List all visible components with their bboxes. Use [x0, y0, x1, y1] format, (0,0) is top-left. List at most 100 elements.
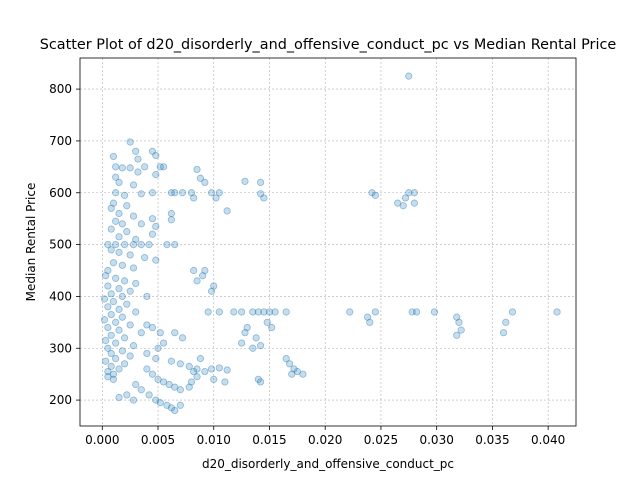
data-point: [167, 357, 175, 365]
y-tick-label: 500: [49, 238, 72, 252]
data-point: [112, 355, 120, 363]
data-point: [271, 308, 279, 316]
data-point: [430, 308, 439, 316]
data-point: [176, 401, 184, 409]
data-point: [171, 406, 179, 415]
data-point: [178, 189, 187, 197]
data-point: [268, 323, 276, 332]
data-point: [109, 375, 118, 383]
data-point: [185, 362, 193, 370]
data-point: [123, 300, 131, 308]
data-point: [104, 373, 112, 381]
data-point: [171, 189, 179, 197]
data-point: [193, 165, 201, 174]
data-point: [159, 163, 168, 171]
data-point: [371, 191, 379, 199]
chart-title: Scatter Plot of d20_disorderly_and_offen…: [40, 37, 617, 53]
data-point: [148, 370, 157, 378]
data-point: [154, 344, 162, 352]
data-point: [199, 272, 207, 280]
y-tick-label: 200: [49, 393, 72, 407]
data-point: [201, 266, 209, 275]
data-point: [171, 240, 179, 249]
data-point: [104, 282, 112, 290]
data-point: [109, 152, 118, 161]
data-point: [112, 274, 120, 282]
data-point: [167, 209, 175, 218]
x-tick-label: 0.020: [308, 433, 342, 447]
data-point: [104, 323, 112, 332]
y-tick-label: 300: [49, 341, 72, 355]
data-point: [141, 163, 149, 171]
data-point: [190, 266, 198, 275]
data-point: [134, 168, 142, 176]
data-point: [143, 292, 151, 301]
data-point: [193, 365, 201, 373]
data-point: [112, 240, 120, 249]
data-point: [115, 393, 123, 402]
data-point: [148, 147, 157, 155]
data-point: [230, 308, 238, 316]
data-point: [132, 380, 140, 389]
data-point: [413, 308, 421, 316]
data-point: [405, 72, 413, 80]
y-axis-label: Median Rental Price: [24, 183, 38, 302]
data-point: [132, 147, 140, 155]
data-point: [156, 399, 164, 407]
data-point: [241, 177, 249, 185]
data-point: [123, 391, 131, 399]
data-point: [256, 378, 265, 386]
x-tick-label: 0.025: [364, 433, 398, 447]
data-point: [254, 375, 262, 383]
data-point: [120, 277, 129, 285]
data-point: [363, 313, 372, 321]
data-point: [104, 266, 112, 275]
data-point: [187, 378, 196, 386]
data-point: [178, 334, 187, 342]
data-point: [115, 178, 123, 186]
plot-frame: [79, 57, 577, 427]
data-point: [120, 334, 129, 342]
data-point: [260, 194, 268, 202]
data-point: [129, 396, 138, 404]
data-point: [137, 386, 145, 394]
data-point: [215, 308, 223, 316]
data-point: [408, 308, 416, 316]
data-point: [457, 326, 465, 334]
x-tick-label: 0.005: [141, 433, 175, 447]
data-point: [107, 290, 115, 298]
data-point: [371, 308, 379, 316]
data-point: [145, 240, 153, 249]
data-point: [346, 308, 354, 316]
data-point: [455, 318, 463, 326]
data-point: [290, 365, 298, 373]
data-point: [152, 222, 160, 231]
data-point: [154, 375, 162, 383]
data-point: [190, 194, 198, 202]
data-point: [129, 212, 138, 220]
data-point: [102, 272, 110, 280]
data-point: [109, 298, 118, 306]
data-point: [508, 308, 517, 316]
data-point: [366, 318, 374, 326]
data-point: [238, 308, 246, 316]
x-tick-label: 0.040: [531, 433, 565, 447]
data-point: [126, 251, 134, 259]
x-tick-label: 0.010: [197, 433, 231, 447]
data-point: [115, 209, 123, 218]
data-point: [553, 308, 561, 316]
data-point: [453, 331, 461, 339]
data-point: [126, 321, 134, 329]
data-point: [126, 287, 134, 295]
data-point: [109, 259, 118, 267]
data-point: [176, 386, 184, 394]
data-point: [115, 326, 123, 334]
data-point: [368, 189, 376, 197]
data-point: [112, 189, 120, 197]
data-point: [152, 396, 160, 404]
data-point: [148, 189, 157, 197]
data-point: [187, 189, 196, 197]
data-point: [167, 404, 175, 412]
